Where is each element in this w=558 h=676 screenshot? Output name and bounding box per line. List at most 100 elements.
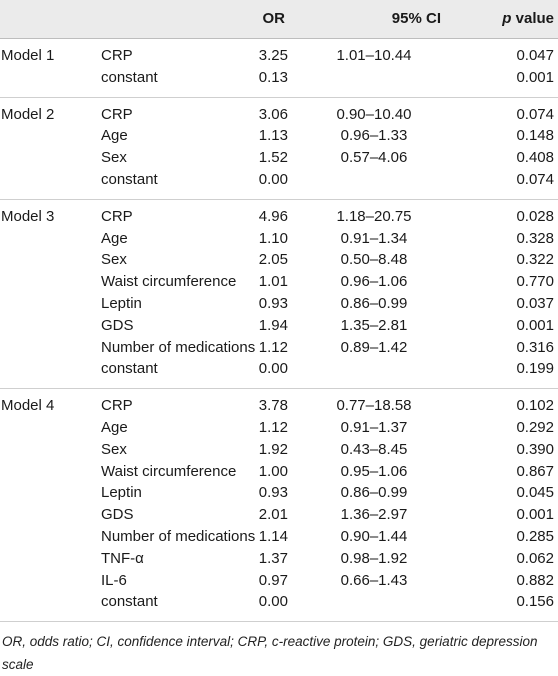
table-row: Model 1 CRP 3.25 1.01–10.44 0.047: [0, 45, 558, 67]
ci-cell: 0.66–1.43: [340, 571, 408, 589]
table-footnote: OR, odds ratio; CI, confidence interval;…: [2, 634, 538, 673]
or-cell: 3.06: [258, 105, 288, 123]
p-value-cell: 0.001: [516, 506, 554, 524]
ci-cell: 0.96–1.33: [340, 127, 408, 145]
p-value-cell: 0.074: [516, 105, 554, 123]
ci-cell: 0.57–4.06: [340, 149, 408, 167]
ci-cell: 0.43–8.45: [340, 440, 408, 458]
table-row: GDS 1.94 1.35–2.81 0.001: [0, 315, 558, 337]
or-cell: 1.01: [258, 273, 288, 291]
ci-cell: 0.86–0.99: [340, 294, 408, 312]
or-cell: 3.78: [258, 397, 288, 415]
variable-cell: Number of medications: [101, 527, 256, 545]
p-value-cell: 0.316: [516, 338, 554, 356]
variable-cell: constant: [101, 593, 158, 611]
or-cell: 4.96: [258, 207, 288, 225]
variable-cell: constant: [101, 360, 158, 378]
table-row: Sex 2.05 0.50–8.48 0.322: [0, 249, 558, 271]
variable-cell: Age: [101, 229, 128, 247]
or-cell: 1.00: [258, 462, 288, 480]
p-value-cell: 0.037: [516, 294, 554, 312]
table-row: Waist circumference 1.00 0.95–1.06 0.867: [0, 461, 558, 483]
p-value-cell: 0.148: [516, 127, 554, 145]
table-row: Model 3 CRP 4.96 1.18–20.75 0.028: [0, 206, 558, 228]
table-row: constant 0.13 0.001: [0, 67, 558, 89]
variable-cell: Age: [101, 127, 128, 145]
table-header: OR 95% CI p value: [0, 0, 558, 39]
table-row: TNF-α 1.37 0.98–1.92 0.062: [0, 548, 558, 570]
variable-cell: constant: [101, 68, 158, 86]
p-value-cell: 0.322: [516, 251, 554, 269]
table-row: Number of medications 1.12 0.89–1.42 0.316: [0, 337, 558, 359]
or-cell: 0.93: [258, 484, 288, 502]
p-value-cell: 0.062: [516, 549, 554, 567]
ci-cell: 0.91–1.37: [340, 418, 408, 436]
table-row: Age 1.10 0.91–1.34 0.328: [0, 228, 558, 250]
or-cell: 0.13: [258, 68, 288, 86]
or-cell: 1.12: [258, 418, 288, 436]
ci-cell: 0.90–10.40: [336, 105, 412, 123]
p-value-cell: 0.045: [516, 484, 554, 502]
p-value-cell: 0.292: [516, 418, 554, 436]
ci-cell: 1.36–2.97: [340, 506, 408, 524]
table-row: constant 0.00 0.199: [0, 358, 558, 380]
ci-cell: 0.90–1.44: [340, 527, 408, 545]
header-or: OR: [262, 10, 286, 27]
p-value-cell: 0.867: [516, 462, 554, 480]
variable-cell: CRP: [101, 207, 133, 225]
or-cell: 1.92: [258, 440, 288, 458]
or-cell: 1.10: [258, 229, 288, 247]
p-value-cell: 0.390: [516, 440, 554, 458]
table-row: Waist circumference 1.01 0.96–1.06 0.770: [0, 271, 558, 293]
variable-cell: Number of medications: [101, 338, 256, 356]
header-ci: 95% CI: [391, 10, 441, 27]
variable-cell: Waist circumference: [101, 462, 237, 480]
ci-cell: 1.18–20.75: [336, 207, 412, 225]
model-group: Model 4 CRP 3.78 0.77–18.58 0.102 Age 1.12 0.91…: [0, 389, 558, 623]
ci-cell: 0.95–1.06: [340, 462, 408, 480]
variable-cell: IL-6: [101, 571, 127, 589]
p-value-cell: 0.001: [516, 68, 554, 86]
variable-cell: CRP: [101, 47, 133, 64]
p-value-cell: 0.328: [516, 229, 554, 247]
or-cell: 0.97: [258, 571, 288, 589]
table-row: Sex 1.92 0.43–8.45 0.390: [0, 439, 558, 461]
table-row: Age 1.13 0.96–1.33 0.148: [0, 125, 558, 147]
or-cell: 1.14: [258, 527, 288, 545]
header-p-italic: p: [502, 10, 512, 27]
header-p-rest: value: [511, 10, 554, 27]
ci-cell: 0.98–1.92: [340, 549, 408, 567]
or-cell: 1.37: [258, 549, 288, 567]
table-row: constant 0.00 0.074: [0, 169, 558, 191]
table-row: Age 1.12 0.91–1.37 0.292: [0, 417, 558, 439]
ci-cell: 0.50–8.48: [340, 251, 408, 269]
or-cell: 1.12: [258, 338, 288, 356]
model-name: Model 3: [1, 207, 55, 225]
or-cell: 3.25: [258, 47, 288, 64]
or-cell: 1.52: [258, 149, 288, 167]
p-value-cell: 0.047: [516, 47, 554, 64]
ci-cell: 0.96–1.06: [340, 273, 408, 291]
model-group: Model 1 CRP 3.25 1.01–10.44 0.047 constant 0.1…: [0, 39, 558, 98]
table-row: IL-6 0.97 0.66–1.43 0.882: [0, 570, 558, 592]
table-row: Sex 1.52 0.57–4.06 0.408: [0, 147, 558, 169]
model-name: Model 4: [1, 397, 55, 415]
p-value-cell: 0.408: [516, 149, 554, 167]
ci-cell: 1.35–2.81: [340, 316, 408, 334]
model-group: Model 3 CRP 4.96 1.18–20.75 0.028 Age 1.10 0.91…: [0, 200, 558, 390]
model-group: Model 2 CRP 3.06 0.90–10.40 0.074 Age 1.13 0.96…: [0, 98, 558, 200]
p-value-cell: 0.074: [516, 170, 554, 188]
variable-cell: CRP: [101, 397, 133, 415]
variable-cell: Sex: [101, 251, 127, 269]
or-cell: 0.93: [258, 294, 288, 312]
model-name: Model 1: [1, 47, 55, 64]
table-row: Number of medications 1.14 0.90–1.44 0.285: [0, 526, 558, 548]
variable-cell: TNF-α: [101, 549, 144, 567]
p-value-cell: 0.285: [516, 527, 554, 545]
variable-cell: CRP: [101, 105, 133, 123]
ci-cell: 0.91–1.34: [340, 229, 408, 247]
table-body: Model 1 CRP 3.25 1.01–10.44 0.047 constant 0.1…: [0, 39, 558, 623]
or-cell: 2.05: [258, 251, 288, 269]
variable-cell: Sex: [101, 149, 127, 167]
variable-cell: GDS: [101, 506, 134, 524]
